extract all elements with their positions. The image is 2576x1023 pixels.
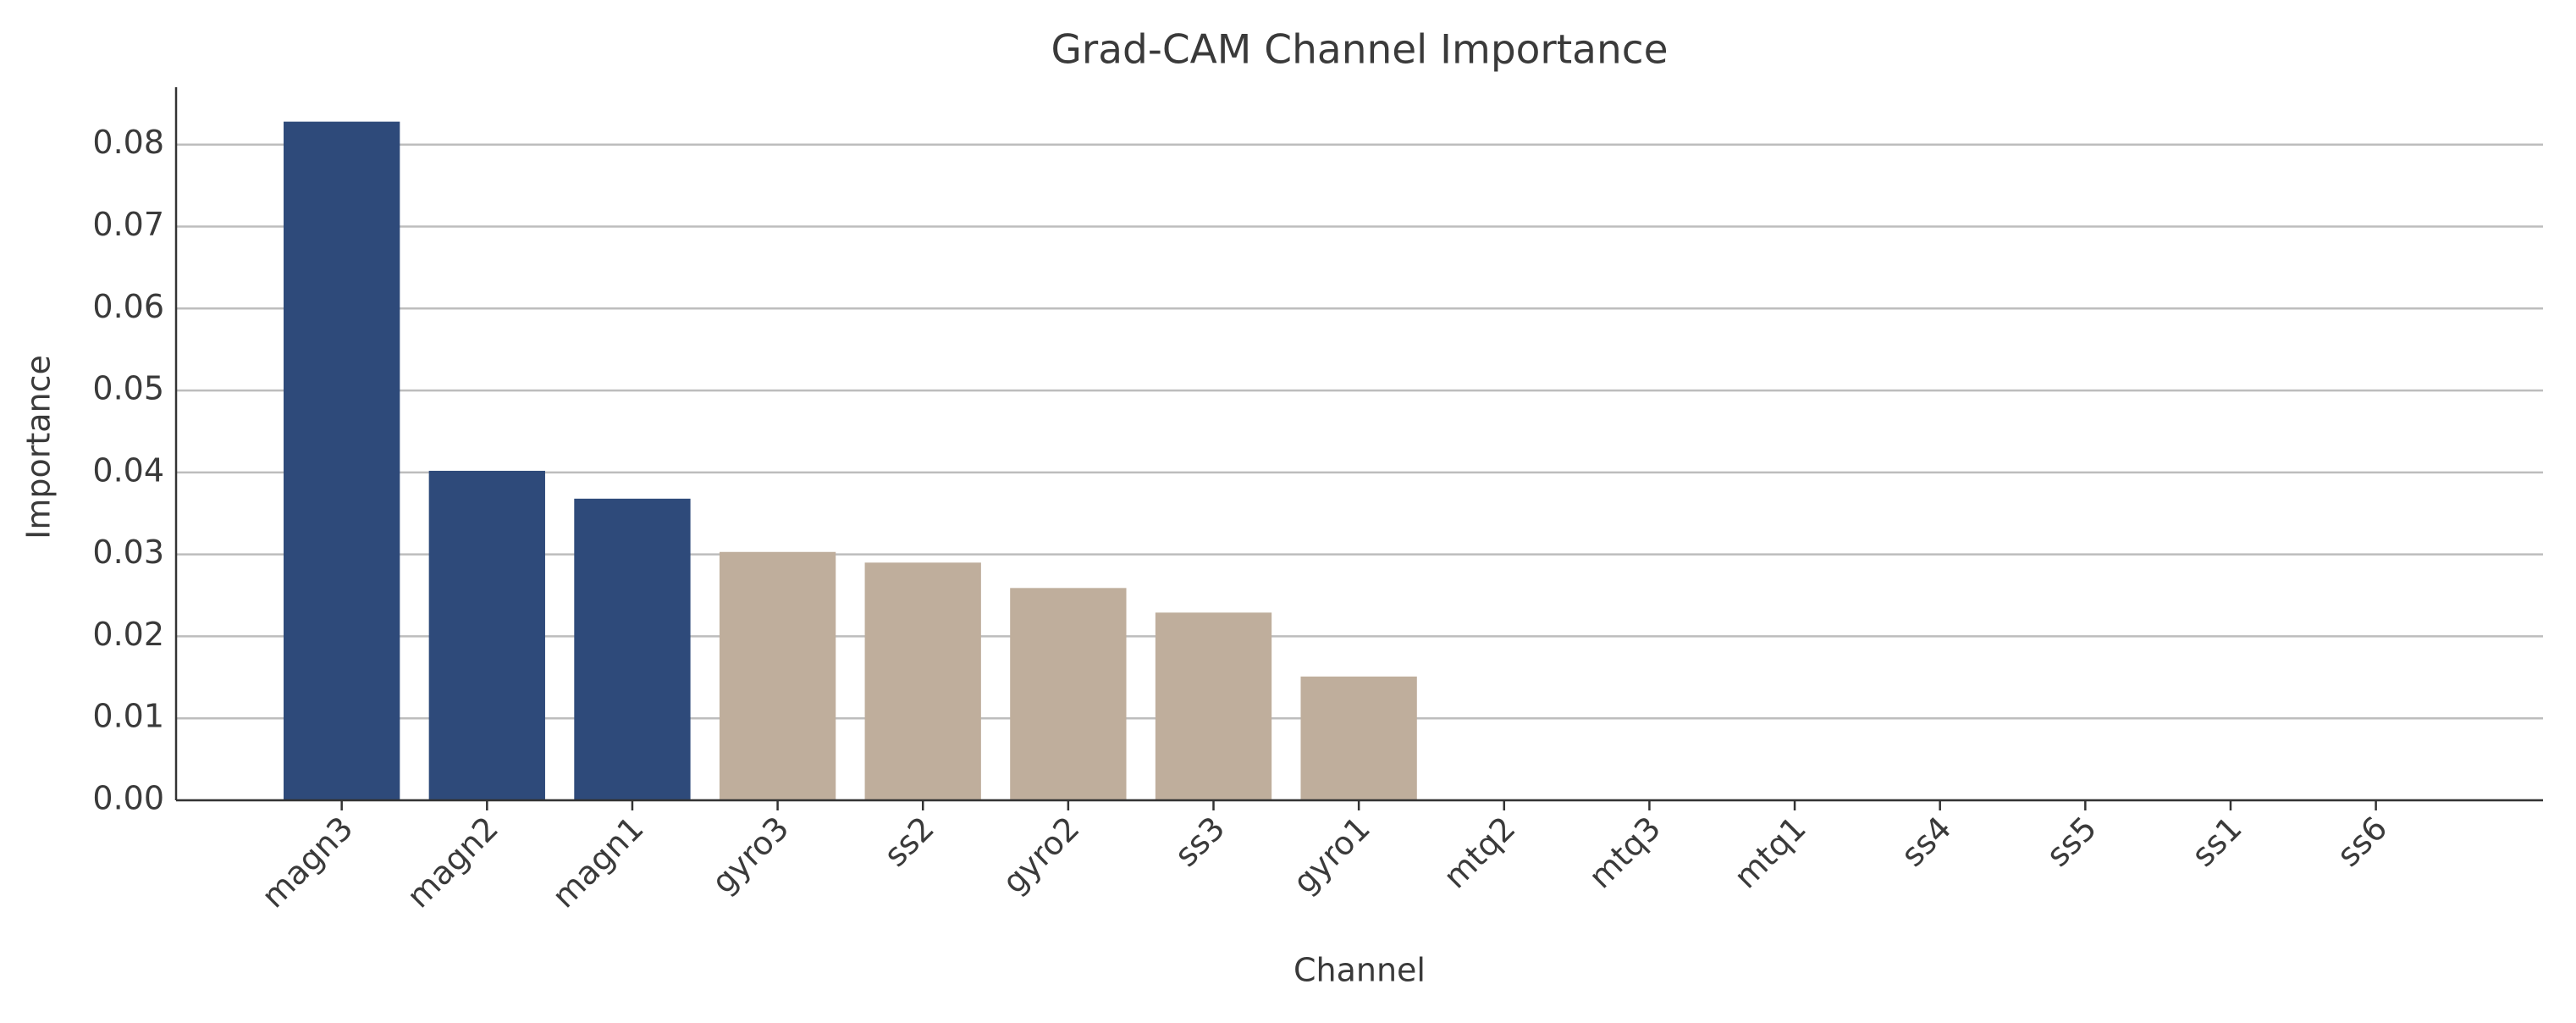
bar [719,551,836,800]
x-tick-label: gyro1 [1286,810,1377,901]
bar [864,562,981,800]
x-tick-label: mtq2 [1437,810,1523,896]
x-tick-label: ss4 [1894,810,1958,874]
y-tick-label: 0.01 [92,698,164,735]
bar [284,121,400,801]
x-tick-label: gyro2 [996,810,1087,901]
y-tick-label: 0.08 [92,124,164,161]
bar [1155,612,1272,800]
bar [428,470,545,800]
x-tick-label: mtq1 [1727,810,1813,896]
y-tick-label: 0.06 [92,288,164,325]
x-tick-label: magn2 [400,810,505,915]
y-tick-label: 0.03 [92,534,164,571]
y-tick-label: 0.04 [92,451,164,489]
x-tick-label: mtq3 [1581,810,1668,896]
y-tick-label: 0.02 [92,616,164,653]
x-tick-label: magn3 [255,810,361,915]
bar [1010,588,1127,800]
x-axis-label: Channel [1294,952,1426,989]
x-tick-label: ss3 [1167,810,1232,874]
x-tick-label: ss1 [2185,810,2249,874]
x-tick-label: ss5 [2039,810,2104,874]
bar [1300,676,1417,800]
x-tick-label: ss2 [877,810,941,874]
y-tick-label: 0.05 [92,370,164,407]
chart-title: Grad-CAM Channel Importance [1051,27,1668,74]
y-tick-label: 0.07 [92,206,164,243]
bar [574,498,691,800]
x-tick-label: gyro3 [704,810,796,901]
y-tick-label: 0.00 [92,780,164,817]
x-tick-label: ss6 [2330,810,2394,874]
x-tick-label: magn1 [545,810,651,915]
y-axis-label: Importance [20,355,58,539]
